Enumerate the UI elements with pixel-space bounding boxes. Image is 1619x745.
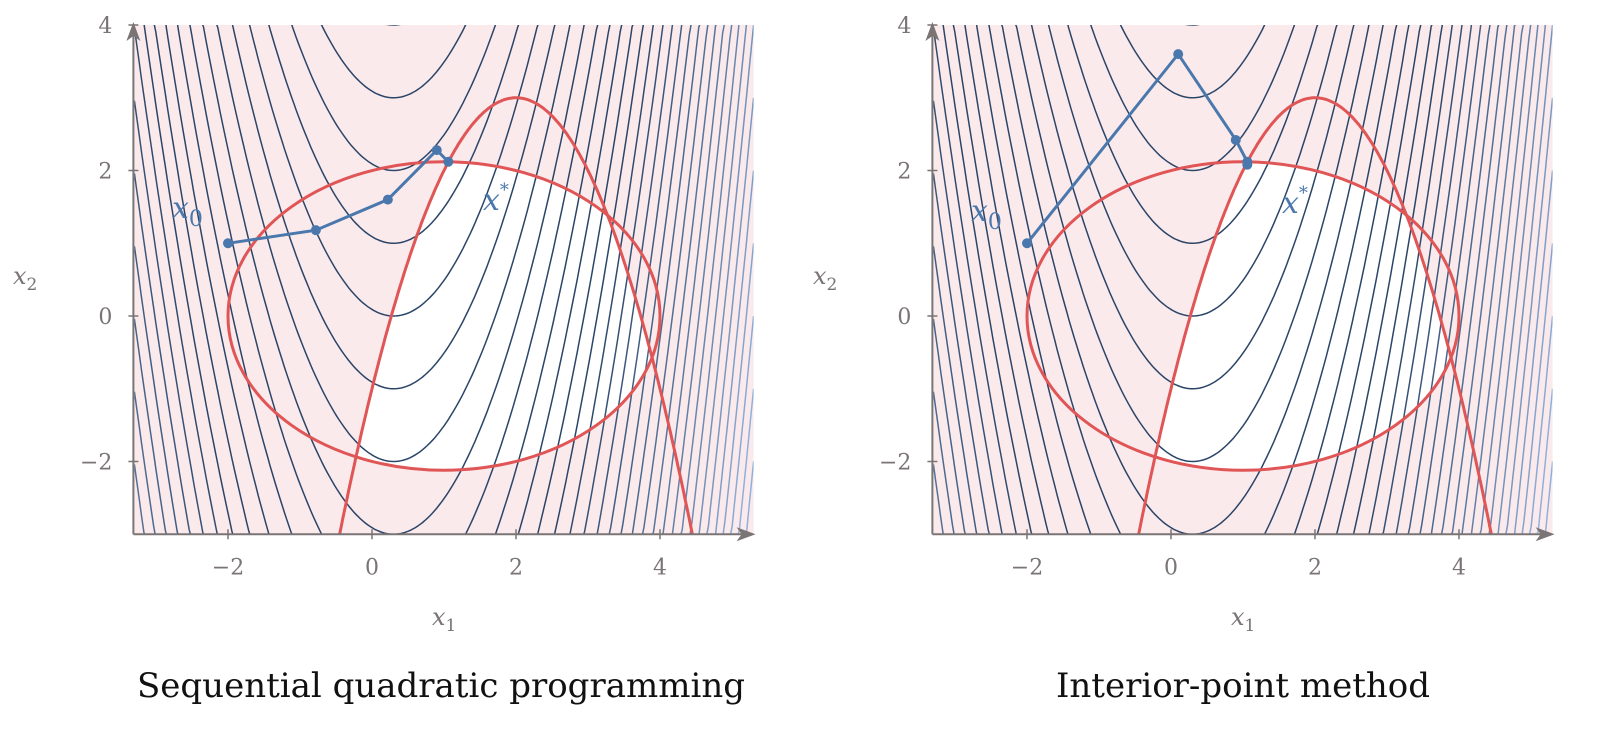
contour-line: [134, 25, 654, 535]
x-tick-label: 0: [365, 555, 379, 580]
sqp-start-label: x0: [172, 191, 203, 232]
sqp-y-axis-label: x2: [13, 262, 37, 295]
contour-line: [134, 25, 664, 535]
contour-line: [134, 25, 692, 535]
x-axis-arrow-icon: [736, 527, 756, 542]
contour-line: [964, 25, 1422, 535]
contour-line: [933, 25, 1463, 535]
y-tick-label: 4: [897, 14, 911, 39]
feasible-region: [338, 161, 660, 471]
contour-line: [134, 25, 709, 535]
y-tick-label: −2: [879, 451, 911, 476]
contour-line: [291, 25, 497, 172]
ip-start-label: x0: [971, 194, 1002, 235]
iterate-point: [1242, 159, 1253, 170]
iterate-point: [1230, 134, 1241, 145]
contour-line: [201, 25, 585, 535]
y-tick-label: 0: [897, 305, 911, 330]
iterate-point: [1022, 238, 1032, 249]
contour-line: [153, 25, 634, 535]
sqp-plot-area: −2 0 2 4 −2 0 2 4: [80, 14, 756, 580]
ip-optimum-label: x*: [1282, 183, 1308, 221]
iterate-point: [382, 194, 393, 205]
contour-line: [320, 25, 467, 99]
sqp-x-axis-label: x1: [432, 603, 456, 636]
y-tick-label: 2: [897, 160, 911, 185]
contours: [134, 25, 754, 535]
sqp-title: Sequential quadratic programming: [137, 666, 745, 706]
y-axis-arrow-icon: [925, 22, 940, 41]
contour-line: [933, 25, 1453, 535]
contour-line: [176, 25, 611, 535]
contour-line: [1000, 25, 1384, 535]
y-axis-arrow-icon: [126, 22, 141, 41]
feasible-region: [1137, 161, 1459, 471]
y-tick-label: −2: [80, 451, 112, 476]
contour-line: [1119, 25, 1266, 99]
parabola-constraint: [1137, 96, 1493, 535]
contour-line: [933, 25, 1500, 535]
contour-line: [248, 25, 539, 317]
x-tick-label: 0: [1164, 555, 1178, 580]
ip-y-axis-label: x2: [813, 262, 837, 295]
contours: [933, 25, 1553, 535]
interior-point-plot-area: −2 0 2 4 −2 0 2 4: [879, 14, 1555, 580]
interior-point-plot: −2 0 2 4 −2 0 2 4 x1 x2 x0 x* Interior-point me…: [813, 14, 1555, 706]
contour-line: [988, 25, 1398, 535]
iterate-point: [1173, 49, 1184, 60]
y-tick-label: 4: [98, 14, 112, 39]
contour-line: [165, 25, 623, 535]
contour-line: [134, 25, 674, 535]
contour-line: [1015, 25, 1370, 463]
contour-line: [386, 25, 401, 26]
x-tick-label: 2: [509, 555, 523, 580]
iterate-point: [443, 156, 454, 167]
parabola-constraint: [338, 96, 694, 535]
contour-line: [933, 25, 1508, 535]
sqp-optimum-label: x*: [483, 180, 509, 218]
contour-line: [1067, 25, 1319, 244]
x-tick-label: −2: [1011, 555, 1043, 580]
x-tick-label: 2: [1308, 555, 1322, 580]
iterate-point: [223, 238, 233, 249]
contour-line: [1030, 25, 1355, 390]
contour-line: [1047, 25, 1338, 317]
ip-x-axis-label: x1: [1231, 603, 1255, 636]
contour-line: [216, 25, 571, 463]
contour-line: [134, 25, 683, 535]
iterate-point: [431, 145, 442, 156]
y-tick-label: 2: [98, 160, 112, 185]
ip-title: Interior-point method: [1056, 666, 1430, 706]
contour-line: [933, 25, 1482, 535]
x-tick-label: 4: [1452, 555, 1466, 580]
contour-line: [231, 25, 556, 390]
contour-line: [1185, 25, 1200, 26]
contour-line: [933, 25, 1473, 535]
x-tick-label: −2: [212, 555, 244, 580]
x-tick-label: 4: [653, 555, 667, 580]
contour-line: [952, 25, 1433, 535]
sqp-plot: −2 0 2 4 −2 0 2 4 x1 x2 x0 x* Sequential quadra…: [13, 14, 756, 706]
contour-line: [268, 25, 520, 244]
iterate-point: [310, 225, 321, 236]
contour-line: [189, 25, 599, 535]
contour-line: [975, 25, 1410, 535]
contour-line: [134, 25, 701, 535]
x-axis-arrow-icon: [1535, 527, 1555, 542]
contour-line: [1090, 25, 1296, 172]
y-tick-label: 0: [98, 305, 112, 330]
contour-line: [933, 25, 1491, 535]
